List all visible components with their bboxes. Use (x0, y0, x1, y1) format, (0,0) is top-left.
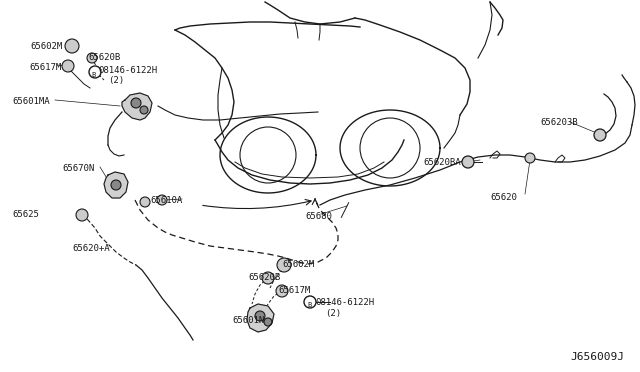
Circle shape (594, 129, 606, 141)
Text: B: B (92, 72, 96, 78)
Text: 08146-6122H: 08146-6122H (98, 66, 157, 75)
Circle shape (87, 53, 97, 63)
Text: 65620: 65620 (490, 193, 517, 202)
Text: 65670N: 65670N (62, 164, 94, 173)
Polygon shape (247, 304, 274, 332)
Text: (2): (2) (108, 76, 124, 85)
Circle shape (65, 39, 79, 53)
Circle shape (140, 106, 148, 114)
Text: 65625: 65625 (12, 210, 39, 219)
Text: 65617M: 65617M (278, 286, 310, 295)
Text: 65620BA: 65620BA (423, 158, 461, 167)
Circle shape (140, 197, 150, 207)
Circle shape (462, 156, 474, 168)
Text: 65601MA: 65601MA (12, 97, 50, 106)
Text: 65617M: 65617M (29, 63, 61, 72)
Text: J656009J: J656009J (570, 352, 624, 362)
Text: 08146-6122H: 08146-6122H (315, 298, 374, 307)
Text: 65620B: 65620B (88, 53, 120, 62)
Text: 65601N: 65601N (232, 316, 264, 325)
Polygon shape (104, 172, 128, 198)
Circle shape (264, 318, 272, 326)
Text: 65602M: 65602M (282, 260, 314, 269)
Text: B: B (308, 302, 312, 308)
Circle shape (111, 180, 121, 190)
Text: 65620B: 65620B (248, 273, 280, 282)
Circle shape (76, 209, 88, 221)
Circle shape (157, 195, 167, 205)
Circle shape (131, 98, 141, 108)
Text: 65680: 65680 (305, 212, 332, 221)
Text: (2): (2) (325, 309, 341, 318)
Circle shape (277, 258, 291, 272)
Text: 65610A: 65610A (150, 196, 182, 205)
Circle shape (262, 272, 274, 284)
Text: 65620+A: 65620+A (72, 244, 109, 253)
Circle shape (525, 153, 535, 163)
Circle shape (304, 296, 316, 308)
Polygon shape (122, 93, 152, 120)
Text: 65602M: 65602M (30, 42, 62, 51)
Circle shape (255, 311, 265, 321)
Circle shape (62, 60, 74, 72)
Circle shape (276, 285, 288, 297)
Text: 656203B: 656203B (540, 118, 578, 127)
Circle shape (89, 66, 101, 78)
